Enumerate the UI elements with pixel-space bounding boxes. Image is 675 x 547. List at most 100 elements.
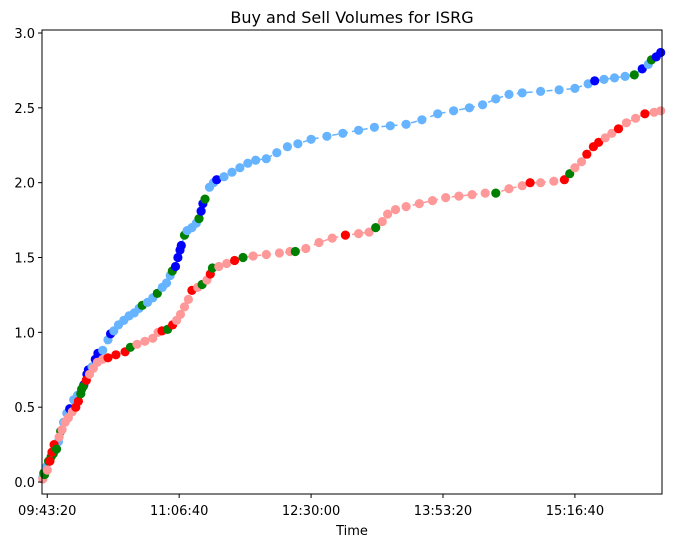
sell-point (230, 255, 240, 266)
buy-point (176, 240, 186, 251)
y-axis: 0.0 0.5 1.0 1.5 2.0 2.5 3.0 (14, 27, 42, 491)
sell-point (42, 465, 52, 475)
buy-point (417, 115, 427, 125)
buy-point (98, 345, 108, 355)
buy-point (517, 88, 527, 98)
buy-point (212, 175, 222, 185)
x-tick-label: 11:06:40 (150, 504, 208, 519)
sell-point (364, 227, 374, 237)
sell-point (140, 336, 150, 346)
sell-point (301, 243, 311, 254)
sell-point (214, 261, 224, 272)
sell-point (559, 175, 570, 185)
x-tick-label: 13:53:20 (414, 504, 472, 519)
sell-point (57, 425, 67, 435)
plot-frame (41, 29, 663, 495)
sell-point (570, 163, 580, 173)
y-tick-label: 0.5 (14, 401, 35, 416)
buy-point (369, 122, 379, 132)
buy-point (401, 119, 411, 129)
buy-point (322, 131, 332, 141)
sell-point (504, 184, 514, 194)
x-tick-label: 15:16:40 (546, 504, 604, 519)
buy-point (196, 206, 206, 216)
sell-point (179, 302, 190, 312)
sell-point (354, 229, 364, 239)
sell-point (600, 133, 610, 143)
sell-point (576, 157, 587, 167)
sell-point (536, 178, 546, 188)
sell-point (248, 251, 258, 261)
buy-point (354, 125, 364, 135)
sell-point (148, 333, 158, 343)
buy-point (609, 73, 620, 83)
sell-point (222, 258, 232, 269)
y-tick-label: 2.5 (14, 102, 35, 117)
buy-point (243, 158, 253, 168)
y-tick-label: 0.0 (14, 476, 35, 491)
sell-point (441, 193, 451, 203)
buy-point (620, 71, 630, 81)
sell-point (175, 309, 186, 319)
buy-point (554, 85, 564, 95)
buy-point (251, 155, 261, 165)
sell-point (111, 350, 121, 360)
buy-point (656, 47, 666, 58)
sell-series-line (42, 110, 661, 480)
sell-point (340, 230, 350, 240)
buy-point (629, 70, 639, 80)
sell-point (383, 209, 393, 219)
buy-point (306, 134, 316, 144)
buy-point (170, 261, 181, 272)
sell-point (517, 181, 527, 191)
sell-point (238, 252, 248, 263)
buy-point (449, 106, 459, 116)
buy-point (293, 139, 303, 149)
sell-point (290, 246, 300, 257)
y-tick-label: 1.0 (14, 326, 35, 341)
buy-point (235, 163, 245, 173)
buy-point (385, 121, 395, 131)
y-tick-label: 2.0 (14, 177, 35, 192)
y-tick-label: 1.5 (14, 252, 35, 267)
buy-point (570, 83, 580, 93)
x-axis: 09:43:20 11:06:40 12:30:00 13:53:20 15:16:40 (18, 494, 604, 519)
buy-point (194, 214, 204, 224)
buy-point (478, 100, 488, 110)
sell-point (656, 106, 666, 116)
plot-area (38, 47, 666, 484)
sell-point (371, 223, 381, 233)
sell-point (261, 249, 271, 260)
sell-point (549, 176, 559, 186)
sell-point (427, 196, 438, 206)
buy-point (464, 103, 474, 113)
y-tick-label: 3.0 (14, 27, 35, 42)
sell-point (631, 113, 641, 123)
x-tick-label: 12:30:00 (282, 504, 340, 519)
sell-point (314, 237, 324, 248)
chart-title: Buy and Sell Volumes for ISRG (230, 8, 473, 27)
buy-point (590, 76, 600, 86)
buy-point (173, 252, 183, 263)
sell-point (640, 109, 650, 119)
sell-point (607, 128, 617, 138)
sell-point (454, 191, 464, 201)
sell-point (582, 149, 592, 159)
buy-point (272, 148, 282, 158)
sell-point (480, 188, 490, 198)
buy-point (219, 172, 229, 182)
sell-point (390, 205, 401, 215)
sell-point (73, 396, 83, 406)
sell-point (51, 444, 62, 454)
buy-point (599, 74, 609, 84)
sell-point (54, 432, 64, 442)
buy-point (261, 154, 271, 164)
sell-point (45, 456, 55, 466)
buy-point (504, 89, 514, 99)
sell-point (613, 124, 624, 134)
buy-point (227, 167, 237, 177)
buy-point (200, 194, 210, 204)
sell-point (594, 137, 604, 147)
sell-point (274, 248, 284, 258)
sell-point (525, 178, 535, 188)
